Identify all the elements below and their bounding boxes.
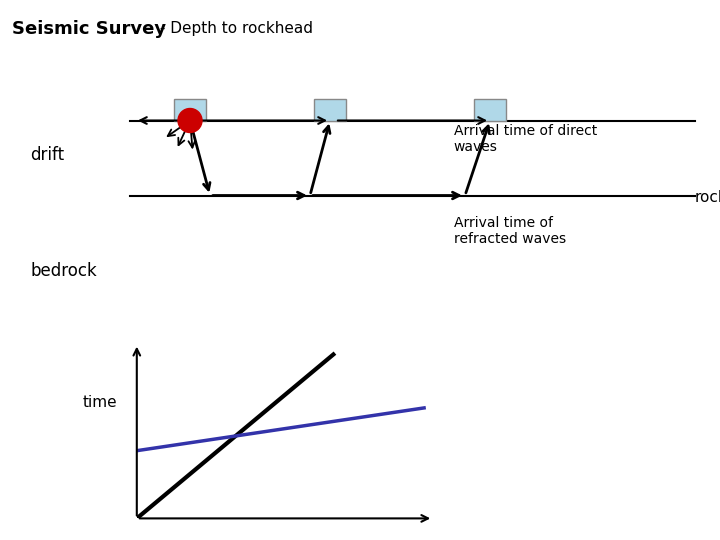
- Text: bedrock: bedrock: [30, 261, 96, 280]
- Bar: [474, 98, 506, 120]
- Text: rockhead: rockhead: [695, 191, 720, 206]
- Text: Arrival time of direct
waves: Arrival time of direct waves: [454, 124, 597, 154]
- Text: drift: drift: [30, 146, 64, 165]
- Text: - Depth to rockhead: - Depth to rockhead: [155, 21, 313, 36]
- Circle shape: [178, 109, 202, 132]
- Text: Seismic Survey: Seismic Survey: [12, 21, 166, 38]
- Text: Arrival time of
refracted waves: Arrival time of refracted waves: [454, 216, 566, 246]
- Bar: [174, 98, 206, 120]
- Text: time: time: [82, 395, 117, 410]
- Bar: [314, 98, 346, 120]
